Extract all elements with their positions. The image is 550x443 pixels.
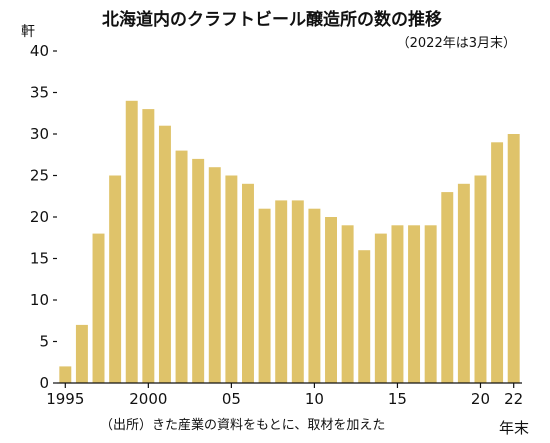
y-tick-label: 30	[30, 125, 49, 143]
y-axis: 0 5 10 15 20 25 30 35 40	[30, 42, 57, 392]
bar-2013	[358, 250, 371, 383]
bar-2020	[474, 175, 487, 383]
bar-1997	[92, 233, 105, 383]
y-axis-unit-label: 軒	[21, 24, 35, 40]
bar-2021	[491, 142, 504, 383]
bar-2005	[225, 175, 238, 383]
y-tick-label: 40	[30, 42, 49, 60]
bar-2016	[408, 225, 421, 383]
x-axis: 1995 2000 05 10 15 20 22	[46, 383, 523, 408]
bar-1995	[59, 366, 72, 383]
bar-1999	[125, 100, 138, 384]
y-tick-label: 20	[30, 208, 49, 226]
source-note: （出所）きた産業の資料をもとに、取材を加えた	[100, 417, 385, 433]
bar-series	[59, 100, 520, 384]
bar-2003	[192, 158, 205, 383]
bar-2002	[175, 150, 188, 383]
bar-2015	[391, 225, 404, 383]
bar-2008	[275, 200, 288, 383]
bar-2009	[291, 200, 304, 383]
y-tick-label: 35	[30, 84, 49, 102]
bar-2012	[341, 225, 354, 383]
y-tick-label: 15	[30, 250, 49, 268]
chart-title: 北海道内のクラフトビール醸造所の数の推移	[102, 9, 442, 30]
bar-2006	[242, 183, 254, 383]
bar-2022	[507, 134, 520, 383]
bar-2018	[441, 192, 454, 383]
x-tick-label: 15	[388, 390, 407, 408]
bar-2017	[424, 225, 437, 383]
bar-2004	[208, 167, 221, 383]
x-tick-label: 10	[305, 390, 324, 408]
x-tick-label: 05	[222, 390, 241, 408]
bar-2010	[308, 208, 321, 383]
bar-2014	[374, 233, 387, 383]
y-tick-label: 5	[39, 333, 49, 351]
bar-2000	[142, 109, 155, 383]
bar-2001	[158, 125, 171, 383]
y-tick-label: 25	[30, 167, 49, 185]
bar-2011	[325, 217, 337, 383]
bar-2007	[258, 208, 271, 383]
bar-2019	[457, 183, 470, 383]
x-tick-label: 1995	[46, 390, 84, 408]
y-tick-label: 10	[30, 291, 49, 309]
x-tick-label: 2000	[129, 390, 167, 408]
x-axis-unit-label: 年末	[499, 419, 529, 437]
bar-1998	[109, 175, 122, 383]
y-tick-label: 0	[39, 374, 49, 392]
chart-subtitle: （2022年は3月末）	[397, 36, 516, 51]
x-tick-label: 20	[471, 390, 490, 408]
x-tick-label: 22	[504, 390, 523, 408]
bar-1996	[75, 324, 88, 383]
